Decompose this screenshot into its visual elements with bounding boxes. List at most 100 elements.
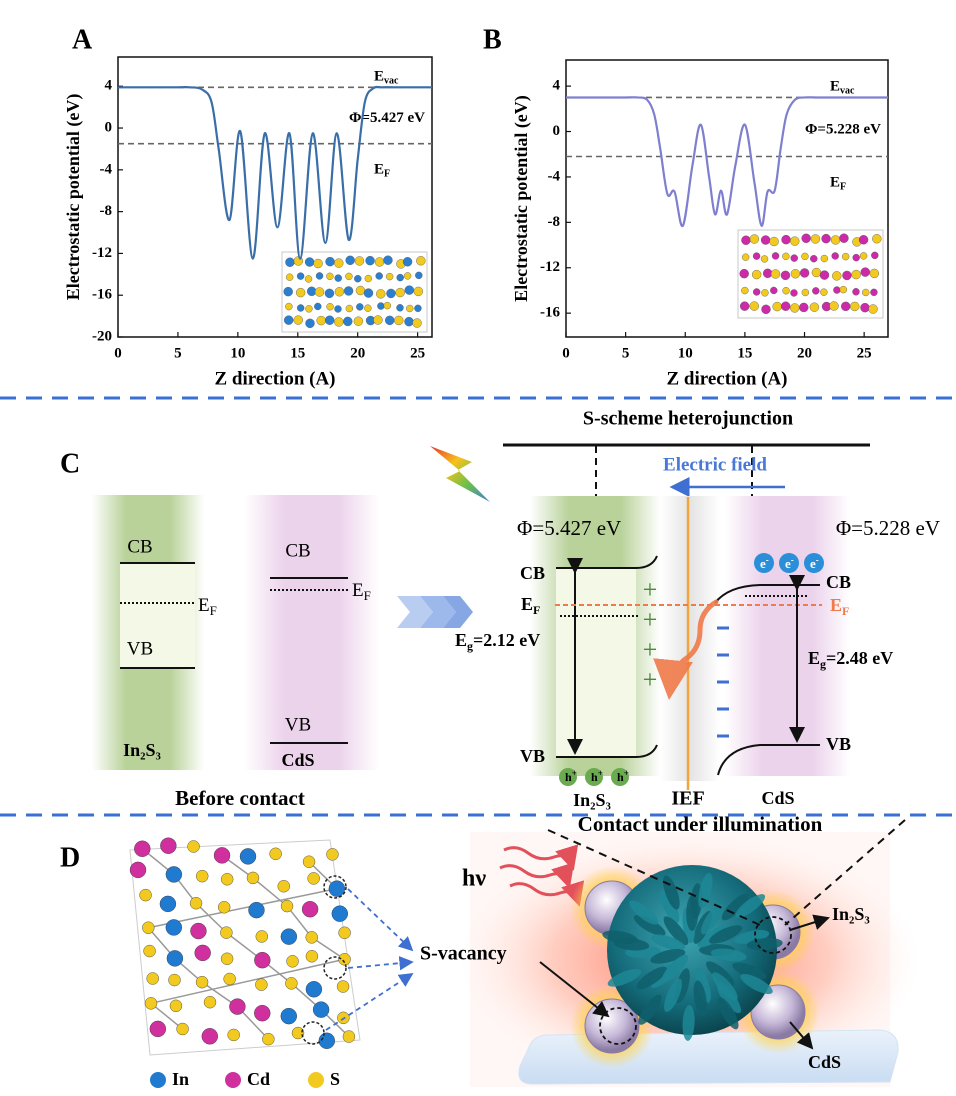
cb-label: CB: [127, 536, 152, 557]
label-base: E: [374, 69, 384, 85]
eg-base: E: [455, 630, 467, 650]
hole-sup: +: [572, 768, 577, 778]
chart: 0510152025-16-12-8-404Z direction (A)Ele…: [511, 60, 888, 389]
inset-atom: [790, 289, 797, 296]
inset-atom: [284, 287, 293, 296]
panel-label: B: [483, 24, 502, 55]
inset-atom: [820, 289, 827, 296]
inset-atom: [343, 317, 352, 326]
atom: [130, 862, 146, 878]
inset-atom: [354, 317, 363, 326]
inset-atom: [305, 319, 314, 328]
inset-atom: [327, 303, 334, 310]
inset-atom: [376, 272, 383, 279]
atom: [278, 880, 290, 892]
panel-label: C: [60, 448, 80, 479]
panel-label: A: [72, 24, 93, 55]
atom: [202, 1028, 218, 1044]
atom: [160, 838, 176, 854]
inset-atom: [782, 253, 789, 260]
y-tick-label: 4: [105, 78, 113, 94]
inset-atom: [872, 234, 881, 243]
y-tick-label: -8: [100, 203, 113, 219]
legend-swatch: [308, 1072, 324, 1088]
x-axis-label: Z direction (A): [214, 368, 335, 389]
inset-atom: [376, 289, 385, 298]
inset-atom: [761, 255, 768, 262]
inset-atom: [870, 269, 879, 278]
atom: [214, 847, 230, 863]
atom: [147, 972, 159, 984]
panel-label: D: [60, 842, 80, 873]
inset-atom: [772, 252, 779, 259]
x-tick-label: 15: [290, 345, 305, 361]
atom: [134, 841, 150, 857]
inset-atom: [406, 305, 413, 312]
x-tick-label: 0: [562, 345, 570, 361]
inset-atom: [335, 275, 342, 282]
inset-atom: [791, 255, 798, 262]
inset-atom: [285, 258, 294, 267]
inset-atom: [812, 287, 819, 294]
inset-atom: [869, 305, 878, 314]
atom: [262, 1033, 274, 1045]
legend-swatch: [225, 1072, 241, 1088]
material-label: CdS: [808, 1052, 841, 1072]
atom: [285, 977, 297, 989]
material-label: CdS: [761, 788, 794, 808]
atom: [229, 999, 245, 1015]
hole-sup: +: [624, 768, 629, 778]
inset-atom: [801, 253, 808, 260]
inset-atom: [810, 303, 819, 312]
inset-atom: [752, 270, 761, 279]
plus: +: [643, 575, 658, 604]
inset-atom: [365, 275, 372, 282]
y-axis-label: Electrostatic potential (eV): [511, 95, 532, 302]
caption: Before contact: [175, 786, 305, 810]
atom: [220, 927, 232, 939]
legend-swatch: [150, 1072, 166, 1088]
cb-label: CB: [826, 572, 851, 592]
inset-atom: [773, 302, 782, 311]
x-tick-label: 10: [230, 345, 245, 361]
inset-atom: [859, 235, 868, 244]
atom: [329, 881, 345, 897]
atom: [190, 923, 206, 939]
atom: [248, 902, 264, 918]
inset-atom: [871, 252, 878, 259]
ef-base: E: [830, 595, 842, 615]
atom: [166, 866, 182, 882]
atom: [240, 848, 256, 864]
eg-rest: =2.12 eV: [473, 630, 540, 650]
inset-atom: [753, 288, 760, 295]
label-sub: vac: [384, 76, 399, 87]
y-tick-label: -16: [92, 287, 112, 303]
inset-atom: [356, 286, 365, 295]
electron-sup: -: [816, 555, 819, 565]
atom: [302, 901, 318, 917]
ef-sub: F: [533, 603, 540, 617]
inset-atom: [286, 274, 293, 281]
page-body: { "panel_labels": ["A", "B", "C", "D"], …: [0, 0, 956, 1096]
vacancy-arrow: [348, 962, 412, 968]
inset-atom: [366, 256, 375, 265]
atom: [332, 906, 348, 922]
inset-atom: [771, 269, 780, 278]
y-tick-label: -4: [548, 168, 561, 184]
ef-sub: F: [210, 603, 217, 618]
hole-sup: +: [598, 768, 603, 778]
annotation: Φ=5.228 eV: [805, 121, 881, 137]
inset-atom: [861, 268, 870, 277]
inset-atom: [761, 236, 770, 245]
legend-label: Cd: [247, 1069, 270, 1089]
eg-base: E: [808, 648, 820, 668]
inset-atom: [829, 302, 838, 311]
inset-atom: [832, 252, 839, 259]
inset-atom: [305, 258, 314, 267]
atom: [177, 1023, 189, 1035]
eg-rest: =2.48 eV: [826, 648, 893, 668]
label-base: E: [374, 162, 384, 178]
y-tick-label: -4: [100, 161, 113, 177]
atom: [281, 929, 297, 945]
inset-atom: [841, 302, 850, 311]
